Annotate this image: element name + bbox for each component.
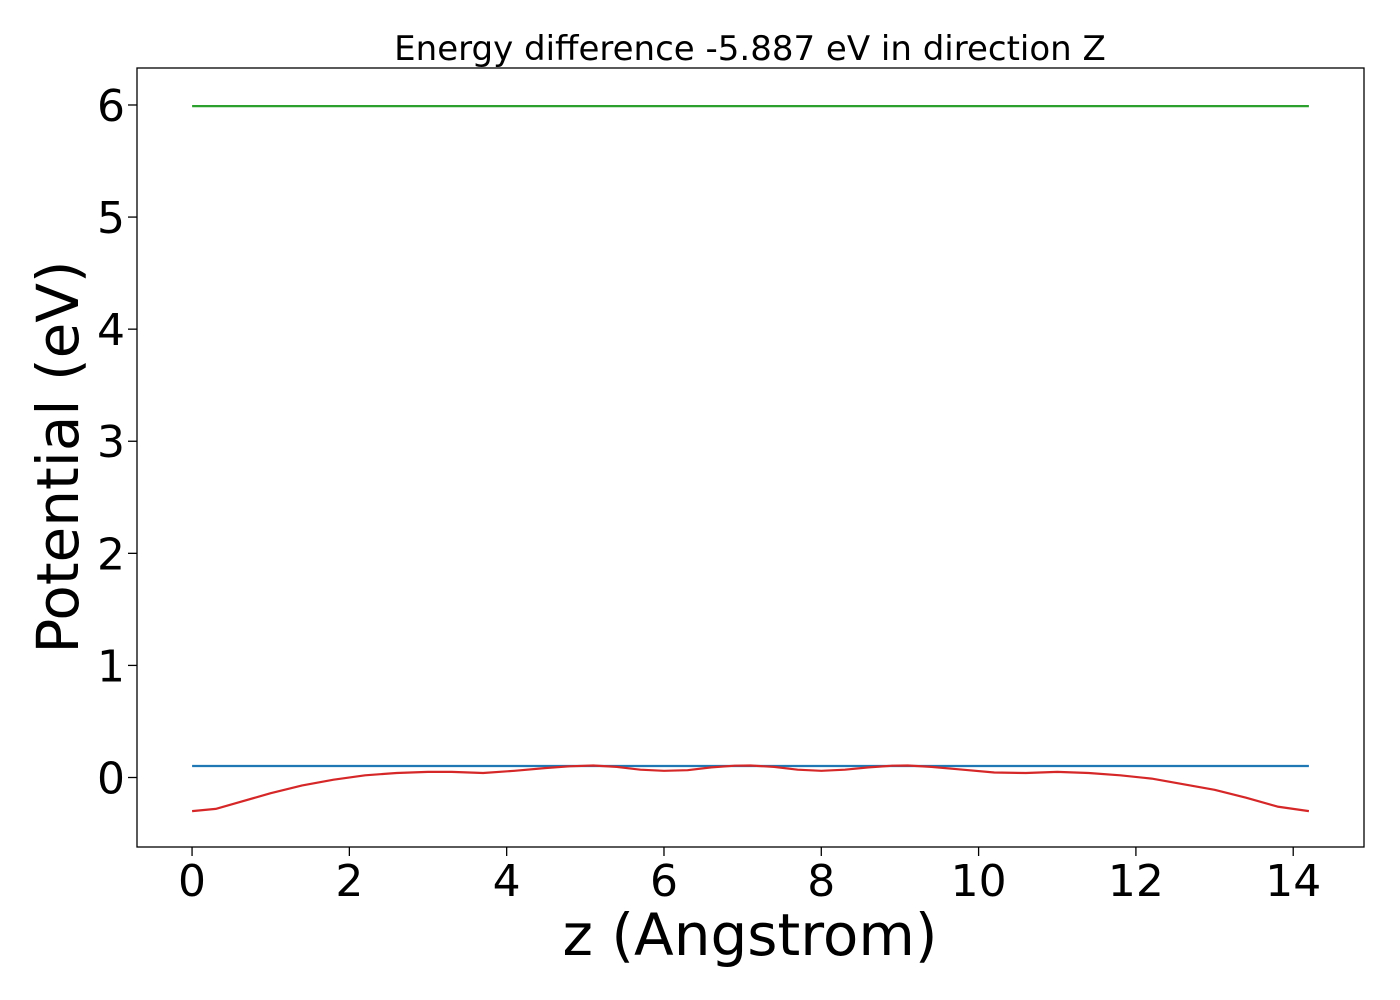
y-tick-label-0: 0 bbox=[97, 754, 125, 805]
y-tick-label-6: 6 bbox=[97, 81, 125, 132]
x-axis-ticks: 0 2 4 6 8 10 12 14 bbox=[178, 847, 1321, 907]
x-tick-label-2: 4 bbox=[493, 856, 521, 907]
x-tick-label-1: 2 bbox=[335, 856, 363, 907]
y-axis-ticks: 0 1 2 3 4 5 6 bbox=[97, 81, 137, 805]
x-tick-label-4: 8 bbox=[807, 856, 835, 907]
x-axis-label: z (Angstrom) bbox=[563, 901, 938, 969]
x-tick-label-6: 12 bbox=[1108, 856, 1164, 907]
x-tick-label-0: 0 bbox=[178, 856, 206, 907]
series-line-2 bbox=[191, 764, 1310, 813]
x-tick-label-3: 6 bbox=[650, 856, 678, 907]
y-tick-label-4: 4 bbox=[97, 305, 125, 356]
y-tick-label-5: 5 bbox=[97, 193, 125, 244]
plot-area-frame bbox=[136, 67, 1365, 848]
y-tick-label-2: 2 bbox=[97, 529, 125, 580]
y-axis-label: Potential (eV) bbox=[24, 260, 92, 653]
y-tick-label-1: 1 bbox=[97, 641, 125, 692]
x-tick-label-7: 14 bbox=[1265, 856, 1321, 907]
x-tick-label-5: 10 bbox=[951, 856, 1007, 907]
plot-lines bbox=[191, 104, 1310, 813]
y-tick-label-3: 3 bbox=[97, 417, 125, 468]
chart-title: Energy difference -5.887 eV in direction… bbox=[394, 29, 1106, 69]
